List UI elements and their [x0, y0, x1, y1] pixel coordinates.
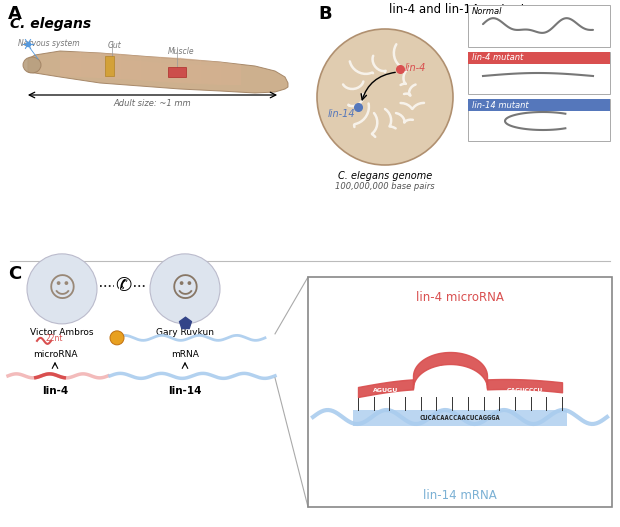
Text: lin-4: lin-4 [42, 386, 68, 396]
Text: GAGUCCCU: GAGUCCCU [507, 387, 542, 393]
Bar [468, 52, 610, 64]
Circle shape [27, 254, 97, 324]
Text: microRNA: microRNA [33, 350, 78, 359]
Text: ☺: ☺ [170, 275, 200, 303]
Bar [168, 67, 186, 77]
Text: Muscle: Muscle [168, 47, 195, 56]
Bar [468, 99, 610, 111]
Bar [105, 56, 114, 76]
Circle shape [317, 29, 453, 165]
Polygon shape [28, 51, 288, 93]
Bar [468, 52, 610, 94]
Text: mRNA: mRNA [171, 350, 199, 359]
Text: CUCACAACCAACUCAGGGA: CUCACAACCAACUCAGGGA [420, 415, 500, 421]
Text: lin-14: lin-14 [168, 386, 202, 396]
Text: 22nt: 22nt [45, 334, 63, 343]
Text: lin-14 mutant: lin-14 mutant [472, 101, 529, 110]
Text: ☺: ☺ [48, 275, 76, 303]
Text: Nervous system: Nervous system [18, 39, 79, 48]
Text: C. elegans genome: C. elegans genome [338, 171, 432, 181]
Text: C: C [8, 265, 21, 283]
Bar [308, 277, 612, 507]
Bar [468, 5, 610, 47]
Text: lin-14: lin-14 [327, 109, 355, 119]
Bar [353, 410, 567, 426]
Text: Victor Ambros: Victor Ambros [30, 328, 94, 337]
Text: A: A [8, 5, 22, 23]
Circle shape [110, 331, 124, 345]
Text: B: B [318, 5, 332, 23]
Text: A: A [448, 376, 452, 380]
Text: ✆: ✆ [115, 276, 131, 295]
Text: lin-4: lin-4 [405, 63, 427, 73]
Circle shape [150, 254, 220, 324]
Text: Normal: Normal [472, 7, 502, 16]
Text: Gut: Gut [108, 41, 122, 50]
Text: lin-4 mutant: lin-4 mutant [472, 54, 523, 63]
Text: Adult size: ~1 mm: Adult size: ~1 mm [113, 99, 191, 108]
Text: lin-14 mRNA: lin-14 mRNA [423, 489, 497, 502]
Bar [468, 99, 610, 141]
Text: AGUGU: AGUGU [373, 387, 398, 393]
Ellipse shape [23, 57, 41, 73]
Text: lin-4 and lin-14 mutants: lin-4 and lin-14 mutants [389, 3, 531, 16]
Text: G4CUCC: G4CUCC [439, 366, 461, 370]
Text: 100,000,000 base pairs: 100,000,000 base pairs [335, 182, 435, 191]
Text: Gary Ruvkun: Gary Ruvkun [156, 328, 214, 337]
Text: C. elegans: C. elegans [10, 17, 91, 31]
Text: lin-4 microRNA: lin-4 microRNA [416, 291, 504, 304]
